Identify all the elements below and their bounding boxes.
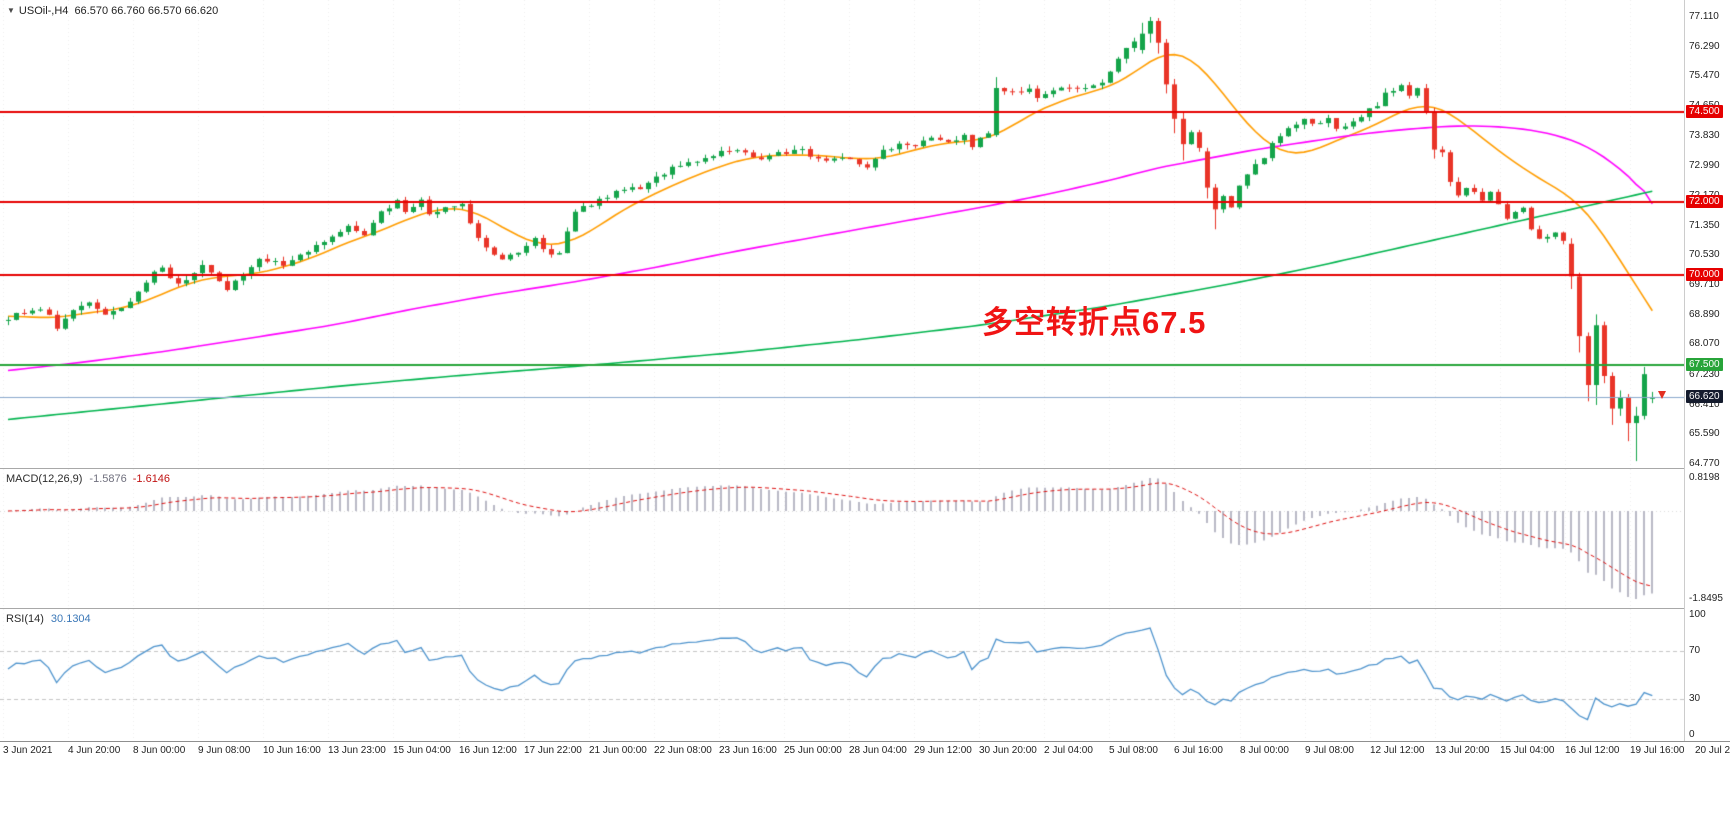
price-axis-label: 72.990 (1689, 160, 1720, 171)
price-axis-label: 73.830 (1689, 130, 1720, 141)
chart-title-bar: ▼ USOil-,H4 66.570 66.760 66.570 66.620 (7, 5, 218, 17)
time-axis-label: 22 Jun 08:00 (654, 745, 712, 756)
macd-axis-max-label: 0.8198 (1689, 472, 1720, 483)
time-axis-label: 9 Jun 08:00 (198, 745, 251, 756)
current-price-tag: 66.620 (1686, 390, 1723, 403)
time-axis-label: 3 Jun 2021 (3, 745, 53, 756)
time-axis-label: 20 Jul 22:00 (1695, 745, 1730, 756)
time-axis-label: 25 Jun 00:00 (784, 745, 842, 756)
price-axis-label: 69.710 (1689, 279, 1720, 290)
time-axis-label: 29 Jun 12:00 (914, 745, 972, 756)
macd-panel: MACD(12,26,9) -1.5876 -1.6146 (0, 469, 1730, 608)
price-axis-label: 70.530 (1689, 249, 1720, 260)
time-axis-label: 23 Jun 16:00 (719, 745, 777, 756)
rsi-axis-label: 70 (1689, 645, 1701, 656)
macd-chart-canvas[interactable] (0, 469, 1684, 608)
price-axis-label: 75.470 (1689, 70, 1720, 81)
hline-price-tag: 74.500 (1686, 105, 1723, 118)
rsi-indicator-label: RSI(14) 30.1304 (6, 613, 91, 625)
time-axis-line (0, 741, 1730, 742)
price-axis-label: 68.070 (1689, 338, 1720, 349)
price-axis-label: 66.410 (1689, 399, 1720, 410)
main-chart-panel: ▼ USOil-,H4 66.570 66.760 66.570 66.620 多空… (0, 0, 1684, 468)
price-axis-label: 65.590 (1689, 428, 1720, 439)
collapse-arrow-icon[interactable]: ▼ (7, 6, 15, 15)
price-axis-label: 67.230 (1689, 369, 1720, 380)
time-axis-label: 8 Jul 00:00 (1240, 745, 1289, 756)
main-chart-canvas[interactable] (0, 0, 1684, 468)
time-axis-label: 12 Jul 12:00 (1370, 745, 1425, 756)
rsi-panel: RSI(14) 30.1304 (0, 609, 1730, 741)
time-axis-label: 2 Jul 04:00 (1044, 745, 1093, 756)
macd-indicator-label: MACD(12,26,9) -1.5876 -1.6146 (6, 473, 170, 485)
time-axis-label: 15 Jun 04:00 (393, 745, 451, 756)
time-axis-label: 13 Jun 23:00 (328, 745, 386, 756)
time-axis-label: 8 Jun 00:00 (133, 745, 186, 756)
price-axis-label: 77.110 (1689, 11, 1719, 22)
time-axis-label: 9 Jul 08:00 (1305, 745, 1354, 756)
hline-price-tag: 70.000 (1686, 268, 1723, 281)
annotation-text[interactable]: 多空转折点67.5 (982, 305, 1207, 340)
hline-price-tag: 72.000 (1686, 195, 1723, 208)
time-axis-label: 30 Jun 20:00 (979, 745, 1037, 756)
price-axis-label: 71.350 (1689, 220, 1720, 231)
price-scale[interactable]: 77.11076.29075.47074.65073.83072.99072.1… (1684, 0, 1730, 741)
price-axis-label: 76.290 (1689, 41, 1720, 52)
time-axis-label: 16 Jun 12:00 (459, 745, 517, 756)
rsi-axis-label: 100 (1689, 609, 1706, 620)
macd-axis-min-label: -1.8495 (1689, 593, 1723, 604)
time-axis-label: 21 Jun 00:00 (589, 745, 647, 756)
hline-price-tag: 67.500 (1686, 358, 1723, 371)
symbol-timeframe-label: USOil-,H4 (18, 5, 69, 17)
time-axis-label: 5 Jul 08:00 (1109, 745, 1158, 756)
time-axis-label: 17 Jun 22:00 (524, 745, 582, 756)
time-scale[interactable]: 3 Jun 2021 4 Jun 20:00 8 Jun 00:00 9 Jun 08… (0, 743, 1730, 761)
rsi-name-label: RSI(14) (6, 613, 44, 625)
time-axis-label: 15 Jul 04:00 (1500, 745, 1555, 756)
sell-arrow-icon[interactable] (1658, 391, 1666, 399)
macd-name-label: MACD(12,26,9) (6, 473, 83, 485)
rsi-axis-label: 0 (1689, 729, 1695, 740)
time-axis-label: 6 Jul 16:00 (1174, 745, 1223, 756)
rsi-axis-label: 30 (1689, 693, 1701, 704)
rsi-chart-canvas[interactable] (0, 609, 1684, 741)
rsi-value: 30.1304 (50, 613, 91, 625)
price-axis-label: 68.890 (1689, 309, 1720, 320)
time-axis-label: 13 Jul 20:00 (1435, 745, 1490, 756)
ohlc-values: 66.570 66.760 66.570 66.620 (74, 5, 219, 17)
panel-separator-macd[interactable] (0, 468, 1730, 469)
time-axis-label: 10 Jun 16:00 (263, 745, 321, 756)
time-axis-label: 16 Jul 12:00 (1565, 745, 1620, 756)
time-axis-label: 4 Jun 20:00 (68, 745, 121, 756)
time-axis-label: 19 Jul 16:00 (1630, 745, 1685, 756)
panel-separator-rsi[interactable] (0, 608, 1730, 609)
price-axis-label: 64.770 (1689, 458, 1720, 469)
macd-signal-value: -1.6146 (132, 473, 171, 485)
time-axis-label: 28 Jun 04:00 (849, 745, 907, 756)
macd-main-value: -1.5876 (89, 473, 127, 485)
